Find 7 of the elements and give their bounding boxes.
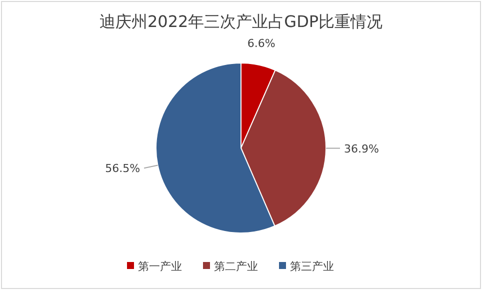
data-label: 56.5% bbox=[105, 162, 140, 176]
legend-label: 第三产业 bbox=[290, 260, 334, 273]
chart-title: 迪庆州2022年三次产业占GDP比重情况 bbox=[99, 12, 383, 31]
legend-label: 第一产业 bbox=[138, 260, 182, 273]
data-label: 36.9% bbox=[344, 142, 379, 156]
legend-label: 第二产业 bbox=[214, 260, 258, 273]
data-label: 6.6% bbox=[247, 37, 276, 50]
